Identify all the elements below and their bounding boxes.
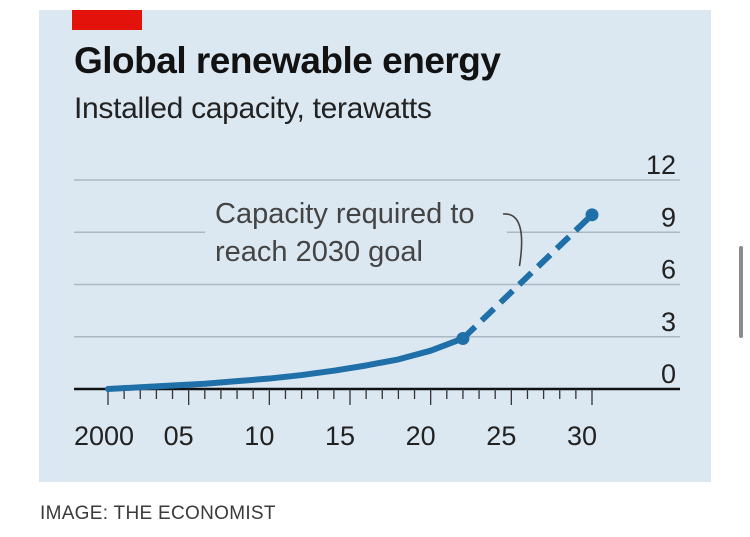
x-tick-label: 10 <box>244 421 274 451</box>
image-credit: IMAGE: THE ECONOMIST <box>40 503 276 524</box>
y-tick-label: 9 <box>661 202 676 232</box>
y-tick-label: 3 <box>661 307 676 337</box>
x-tick-label: 05 <box>164 421 194 451</box>
y-tick-label: 6 <box>661 255 676 285</box>
annotation-text-line1: Capacity required to <box>215 198 475 230</box>
annotation-leader-line <box>502 213 523 267</box>
x-tick-label: 2000 <box>74 421 134 451</box>
dashed-line-2030-goal <box>460 212 595 341</box>
x-tick-label: 30 <box>567 421 597 451</box>
annotation-background <box>205 195 507 273</box>
scrollbar-thumb[interactable] <box>739 246 743 338</box>
y-tick-label: 0 <box>661 359 676 389</box>
x-tick-label: 15 <box>325 421 355 451</box>
solid-line-installed-capacity <box>105 335 466 392</box>
data-point-current <box>456 331 470 345</box>
chart-title: Global renewable energy <box>74 40 501 81</box>
chart-subtitle: Installed capacity, terawatts <box>74 92 432 125</box>
brand-red-tag <box>72 10 142 30</box>
x-tick-label: 20 <box>406 421 436 451</box>
y-tick-label: 12 <box>646 150 676 180</box>
data-point-2030-target <box>585 208 599 222</box>
annotation-text-line2: reach 2030 goal <box>215 236 423 268</box>
x-tick-label: 25 <box>486 421 516 451</box>
